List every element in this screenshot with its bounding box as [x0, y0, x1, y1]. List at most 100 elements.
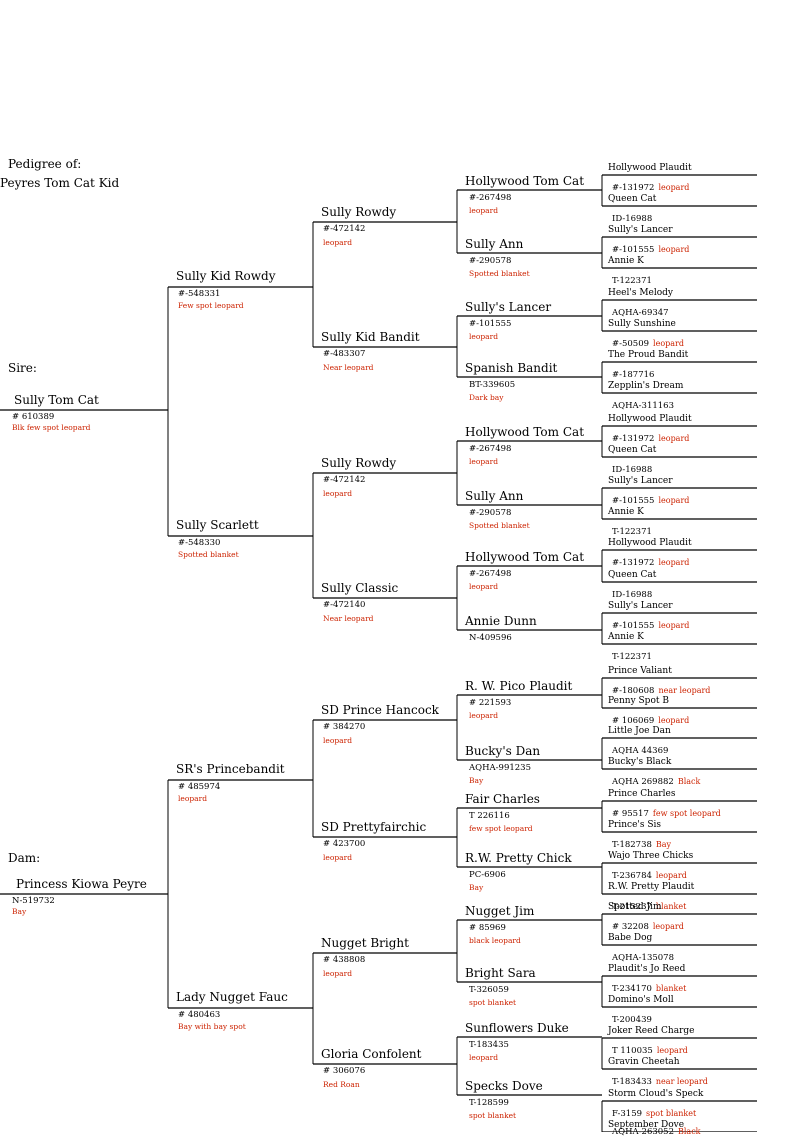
gen5-ancestor-details: T-200439 — [612, 1009, 656, 1025]
gen5-ancestor-reg: #-187716 — [612, 370, 655, 380]
gen5-ancestor-details: # 32208 leopard — [612, 916, 684, 932]
gen5-ancestor-name: Gravin Cheetah — [608, 1057, 680, 1067]
gen4-ancestor-name: Hollywood Tom Cat — [465, 174, 585, 188]
gen5-ancestor-reg: #-131972 — [612, 183, 655, 193]
gen4-ancestor-color: leopard — [469, 711, 499, 720]
gen5-ancestor-name: Hollywood Plaudit — [608, 538, 692, 548]
great-grandparent-color: Near leopard — [323, 614, 374, 623]
gen5-ancestor-color: blanket — [655, 902, 687, 911]
gen5-ancestor-reg: ID-16988 — [612, 590, 653, 600]
gen4-ancestor-color: Dark bay — [469, 393, 504, 402]
great-grandparent-name: SD Prettyfairchic — [321, 820, 427, 834]
gen5-ancestor-reg: T-234170 — [612, 984, 652, 994]
gen4-ancestor-reg: #-290578 — [469, 256, 512, 266]
gen5-ancestor-reg: AQHA 269882 — [612, 777, 674, 787]
gen5-ancestor-name: Plaudit's Jo Reed — [608, 964, 686, 974]
gen5-ancestor-details: ID-16988 — [612, 459, 656, 475]
gen4-ancestor-name: R.W. Pretty Chick — [465, 851, 572, 865]
gen5-ancestor-details: F-3159 spot blanket — [612, 1103, 696, 1119]
gen5-ancestor-details: AQHA 44369 — [612, 740, 672, 756]
gen5-ancestor-name: Annie K — [608, 507, 644, 517]
gen5-ancestor-color: leopard — [655, 871, 687, 880]
gen5-ancestor-reg: T-236784 — [612, 871, 652, 881]
grandparent-name: SR's Princebandit — [176, 762, 285, 776]
gen4-ancestor-name: Sunflowers Duke — [465, 1021, 569, 1035]
gen5-ancestor-details: T 110035 leopard — [612, 1040, 688, 1056]
gen4-ancestor-color: leopard — [469, 582, 499, 591]
gen5-ancestor-reg: T-182738 — [612, 840, 652, 850]
great-grandparent-color: leopard — [323, 238, 353, 247]
gen5-ancestor-name: Domino's Moll — [608, 995, 674, 1005]
gen4-ancestor-color: leopard — [469, 1053, 499, 1062]
gen5-ancestor-name: Sully's Lancer — [608, 476, 673, 486]
gen4-ancestor-color: few spot leopard — [469, 824, 533, 833]
gen5-ancestor-name: Annie K — [608, 632, 644, 642]
grandparent-name: Sully Kid Rowdy — [176, 269, 276, 283]
gen5-ancestor-details: #-101555 leopard — [612, 615, 689, 631]
gen5-ancestor-reg: ID-16988 — [612, 465, 653, 475]
gen5-ancestor-name: September Dove — [608, 1120, 685, 1130]
dam-color: Bay — [12, 907, 27, 916]
gen4-ancestor-color: leopard — [469, 206, 499, 215]
gen4-ancestor-color: Spotted blanket — [469, 269, 530, 278]
gen5-ancestor-details: AQHA 269882 Black — [612, 771, 700, 787]
gen4-ancestor-reg: PC-6906 — [469, 870, 506, 880]
gen4-ancestor-reg: #-267498 — [469, 193, 512, 203]
gen4-ancestor-color: black leopard — [469, 936, 521, 945]
gen5-ancestor-reg: #-50509 — [612, 339, 650, 349]
gen4-ancestor-color: Bay — [469, 883, 484, 892]
gen4-ancestor-name: Annie Dunn — [465, 614, 537, 628]
gen5-ancestor-reg: AQHA-69347 — [612, 308, 669, 318]
gen4-ancestor-name: Sully's Lancer — [465, 300, 552, 314]
great-grandparent-color: Red Roan — [323, 1080, 360, 1089]
gen4-ancestor-name: Fair Charles — [465, 792, 540, 806]
gen5-ancestor-color: leopard — [658, 558, 690, 567]
gen5-ancestor-name: Sully Sunshine — [608, 319, 676, 329]
gen5-ancestor-name: Hollywood Plaudit — [608, 163, 692, 173]
gen4-ancestor-color: Bay — [469, 776, 484, 785]
gen5-ancestor-reg: AQHA-311163 — [612, 401, 674, 411]
gen5-ancestor-reg: # 106069 — [612, 716, 655, 726]
gen5-ancestor-color: leopard — [658, 434, 690, 443]
gen5-ancestor-name: Queen Cat — [608, 194, 657, 204]
gen5-ancestor-reg: #-131972 — [612, 558, 655, 568]
dam-reg: N-519732 — [12, 896, 55, 906]
gen5-ancestor-color: leopard — [658, 245, 690, 254]
gen5-ancestor-details: #-131972 leopard — [612, 428, 689, 444]
gen5-ancestor-details: AQHA-311163 — [612, 395, 678, 411]
sire-reg: # 610389 — [12, 412, 55, 422]
grandparent-reg: #-548331 — [178, 289, 221, 299]
great-grandparent-name: Sully Kid Bandit — [321, 330, 420, 344]
gen5-ancestor-name: The Proud Bandit — [608, 350, 689, 360]
grandparent-color: Bay with bay spot — [178, 1022, 246, 1031]
gen5-ancestor-name: Spotted Jim — [608, 902, 662, 912]
gen4-ancestor-name: Specks Dove — [465, 1079, 543, 1093]
gen4-ancestor-color: spot blanket — [469, 1111, 517, 1120]
gen5-ancestor-name: R.W. Pretty Plaudit — [608, 882, 695, 892]
gen4-ancestor-reg: #-267498 — [469, 444, 512, 454]
gen4-ancestor-name: Hollywood Tom Cat — [465, 550, 585, 564]
dam-name: Princess Kiowa Peyre — [16, 877, 147, 891]
gen5-ancestor-name: Prince Charles — [608, 789, 676, 799]
gen5-ancestor-color: Bay — [655, 840, 672, 849]
gen5-ancestor-name: Sully's Lancer — [608, 225, 673, 235]
great-grandparent-name: Gloria Confolent — [321, 1047, 422, 1061]
grandparent-reg: # 485974 — [178, 782, 221, 792]
subject-horse-name: Peyres Tom Cat Kid — [0, 176, 120, 190]
gen5-ancestor-reg: F-3159 — [612, 1109, 643, 1119]
great-grandparent-reg: #-472140 — [323, 600, 366, 610]
gen4-ancestor-color: spot blanket — [469, 998, 517, 1007]
gen5-ancestor-reg: ID-16988 — [612, 214, 653, 224]
gen5-ancestor-color: leopard — [656, 1046, 688, 1055]
gen5-ancestor-name: Penny Spot B — [608, 696, 669, 706]
gen5-ancestor-details: T-183433 near leopard — [612, 1071, 708, 1087]
gen4-ancestor-reg: N-409596 — [469, 633, 512, 643]
sire-color: Blk few spot leopard — [12, 423, 91, 432]
gen4-ancestor-name: Sully Ann — [465, 489, 524, 503]
gen5-ancestor-name: Babe Dog — [608, 933, 653, 943]
gen5-ancestor-name: Queen Cat — [608, 445, 657, 455]
gen5-ancestor-details: T-122371 — [612, 646, 656, 662]
great-grandparent-name: Sully Rowdy — [321, 205, 397, 219]
gen5-ancestor-color: leopard — [658, 716, 690, 725]
gen5-ancestor-name: Wajo Three Chicks — [608, 851, 694, 861]
